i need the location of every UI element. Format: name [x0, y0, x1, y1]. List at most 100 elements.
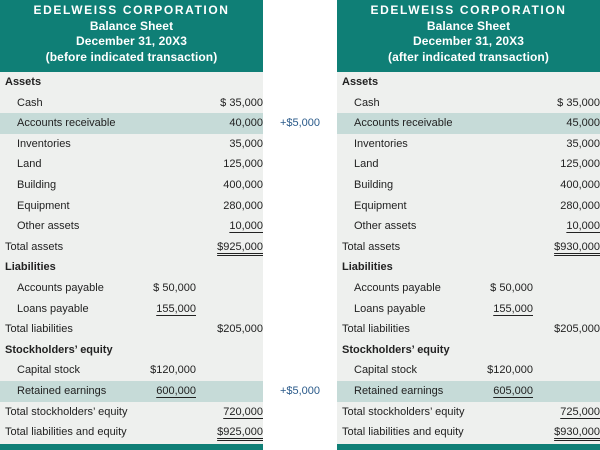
table-row: Equipment 280,000: [0, 196, 263, 217]
total-amount: $205,000: [554, 323, 600, 336]
row-label: Total liabilities and equity: [5, 426, 127, 439]
detail-amount: 600,000: [156, 385, 196, 397]
total-amount: 10,000: [229, 220, 263, 233]
row-label: Assets: [342, 76, 379, 88]
row-label: Cash: [354, 96, 380, 109]
total-amount: 125,000: [560, 158, 600, 171]
total-amount: $930,000: [554, 426, 600, 439]
total-amount: 45,000: [566, 117, 600, 130]
total-amount: 35,000: [229, 137, 263, 150]
total-amount: $205,000: [217, 323, 263, 336]
total-amount: 10,000: [566, 220, 600, 233]
total-row: Total stockholders’ equity 720,000: [0, 402, 263, 423]
total-amount: 280,000: [560, 199, 600, 212]
total-row: Total liabilities and equity $930,000: [337, 422, 600, 443]
row-label: Loans payable: [354, 302, 426, 315]
row-label: Capital stock: [17, 364, 80, 377]
table-row: Building 400,000: [337, 175, 600, 196]
balance-sheet-after: EDELWEISS CORPORATION Balance Sheet Dece…: [337, 0, 600, 450]
table-row: Inventories 35,000: [337, 134, 600, 155]
row-label: Inventories: [17, 137, 71, 150]
table-row: Capital stock $120,000: [0, 360, 263, 381]
statement-title: Balance Sheet: [89, 18, 174, 33]
row-label: Loans payable: [17, 302, 89, 315]
table-row: Land 125,000: [337, 154, 600, 175]
row-label: Other assets: [17, 220, 80, 233]
footer-bar: [0, 444, 263, 450]
detail-amount: 155,000: [493, 302, 533, 315]
table-row: Land 125,000: [0, 154, 263, 175]
footer-bar: [337, 444, 600, 450]
table-row: Building 400,000: [0, 175, 263, 196]
row-label: Building: [17, 179, 57, 191]
table-row: Loans payable 155,000: [337, 299, 600, 320]
row-label: Land: [17, 158, 42, 171]
row-label: Stockholders’ equity: [342, 343, 450, 356]
row-label: Land: [354, 158, 379, 171]
table-row: Other assets 10,000: [0, 216, 263, 237]
total-row: Total liabilities and equity $925,000: [0, 422, 263, 443]
table-row: Accounts receivable 45,000: [337, 113, 600, 134]
table-row: Other assets 10,000: [337, 216, 600, 237]
statement-date: December 31, 20X3: [75, 34, 188, 48]
section-header-liabilities: Liabilities: [0, 257, 263, 278]
row-label: Total stockholders’ equity: [5, 405, 128, 418]
section-header-equity: Stockholders’ equity: [337, 340, 600, 361]
total-amount: $925,000: [217, 426, 263, 439]
row-label: Retained earnings: [354, 385, 444, 397]
row-label: Total assets: [5, 240, 64, 253]
detail-amount: $120,000: [150, 364, 196, 377]
table-row: Cash $ 35,000: [337, 93, 600, 114]
table-row: Equipment 280,000: [337, 196, 600, 217]
change-annotation-receivable: +$5,000: [279, 117, 321, 130]
detail-amount: $ 50,000: [490, 282, 533, 294]
row-label: Liabilities: [5, 261, 56, 274]
total-row: Total liabilities $205,000: [0, 319, 263, 340]
change-annotation-retained-earnings: +$5,000: [279, 385, 321, 397]
row-label: Liabilities: [342, 261, 393, 274]
total-amount: $ 35,000: [557, 96, 600, 109]
total-row: Total assets $930,000: [337, 237, 600, 258]
total-row: Total liabilities $205,000: [337, 319, 600, 340]
table-row: Cash $ 35,000: [0, 93, 263, 114]
row-label: Retained earnings: [17, 385, 107, 397]
section-header-assets: Assets: [0, 72, 263, 93]
row-label: Equipment: [354, 199, 407, 212]
table-row: Inventories 35,000: [0, 134, 263, 155]
company-name: EDELWEISS CORPORATION: [33, 3, 230, 17]
row-label: Accounts payable: [17, 282, 104, 294]
total-amount: 40,000: [229, 117, 263, 130]
sheet-body: Assets Cash $ 35,000 Accounts receivable 4…: [0, 72, 263, 444]
total-amount: 280,000: [223, 199, 263, 212]
row-label: Total liabilities: [5, 323, 73, 336]
total-amount: 400,000: [223, 179, 263, 191]
row-label: Other assets: [354, 220, 417, 233]
sheet-header: EDELWEISS CORPORATION Balance Sheet Dece…: [0, 0, 263, 72]
total-row: Total stockholders’ equity 725,000: [337, 402, 600, 423]
row-label: Inventories: [354, 137, 408, 150]
row-label: Total stockholders’ equity: [342, 405, 465, 418]
sheet-header: EDELWEISS CORPORATION Balance Sheet Dece…: [337, 0, 600, 72]
row-label: Assets: [5, 76, 42, 88]
total-amount: 720,000: [223, 405, 263, 418]
total-amount: 35,000: [566, 137, 600, 150]
detail-amount: $120,000: [487, 364, 533, 377]
statement-note: (before indicated transaction): [45, 49, 218, 64]
total-amount: 125,000: [223, 158, 263, 171]
row-label: Accounts receivable: [354, 117, 453, 130]
row-label: Cash: [17, 96, 43, 109]
statement-note: (after indicated transaction): [388, 49, 549, 64]
company-name: EDELWEISS CORPORATION: [370, 3, 567, 17]
total-amount: 400,000: [560, 179, 600, 191]
row-label: Total liabilities and equity: [342, 426, 464, 439]
section-header-assets: Assets: [337, 72, 600, 93]
row-label: Equipment: [17, 199, 70, 212]
table-row: Capital stock $120,000: [337, 360, 600, 381]
row-label: Accounts payable: [354, 282, 441, 294]
balance-sheet-before: EDELWEISS CORPORATION Balance Sheet Dece…: [0, 0, 263, 450]
total-row: Total assets $925,000: [0, 237, 263, 258]
total-amount: 725,000: [560, 405, 600, 418]
total-amount: $930,000: [554, 240, 600, 253]
statement-title: Balance Sheet: [426, 18, 511, 33]
table-row: Accounts payable $ 50,000: [0, 278, 263, 299]
